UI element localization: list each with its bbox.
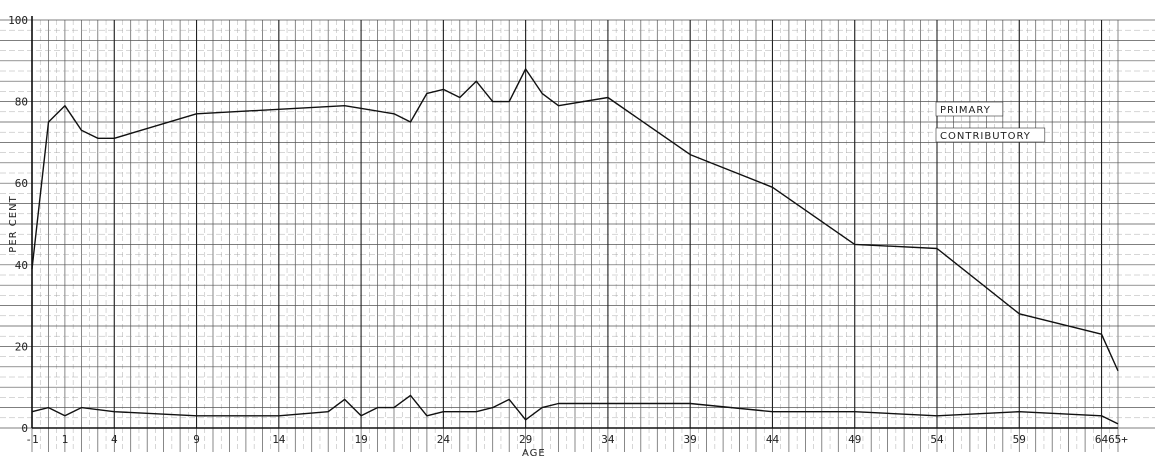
x-tick-label: 1: [62, 433, 69, 446]
x-tick-label: 4: [111, 433, 118, 446]
x-tick-label: 24: [437, 433, 451, 446]
x-tick-label: 59: [1013, 433, 1026, 446]
series-line-contributory: [31, 394, 1119, 425]
legend-label: PRIMARY: [940, 105, 991, 116]
grid: [0, 19, 1155, 452]
x-tick-label: 9: [193, 433, 200, 446]
x-tick-label: 34: [601, 433, 615, 446]
y-tick-label: 60: [15, 177, 28, 190]
y-axis-label: PER CENT: [8, 195, 19, 252]
series-lines: [31, 68, 1119, 425]
x-tick-label: 14: [272, 433, 286, 446]
x-axis-label: AGE: [522, 448, 546, 459]
y-tick-label: 80: [15, 96, 28, 109]
y-tick-label: 100: [8, 14, 28, 27]
legend: PRIMARY CONTRIBUTORY: [935, 101, 1046, 143]
x-tick-label: 19: [354, 433, 367, 446]
x-tick-label: 44: [766, 433, 780, 446]
legend-box: [935, 127, 1046, 143]
x-tick-label: 49: [848, 433, 861, 446]
legend-label: CONTRIBUTORY: [940, 131, 1031, 142]
axes: [31, 16, 1118, 429]
x-tick-label: 64: [1095, 433, 1109, 446]
x-tick-label: -1: [25, 433, 38, 446]
legend-box: [935, 101, 1004, 117]
y-tick-label: 40: [15, 259, 28, 272]
x-tick-label: 65+: [1108, 433, 1128, 446]
x-tick-label: 39: [684, 433, 697, 446]
x-tick-label: 29: [519, 433, 532, 446]
y-tick-label: 20: [15, 340, 28, 353]
y-tick-label: 0: [21, 422, 28, 435]
x-tick-label: 54: [930, 433, 944, 446]
series-line-primary: [31, 68, 1119, 372]
